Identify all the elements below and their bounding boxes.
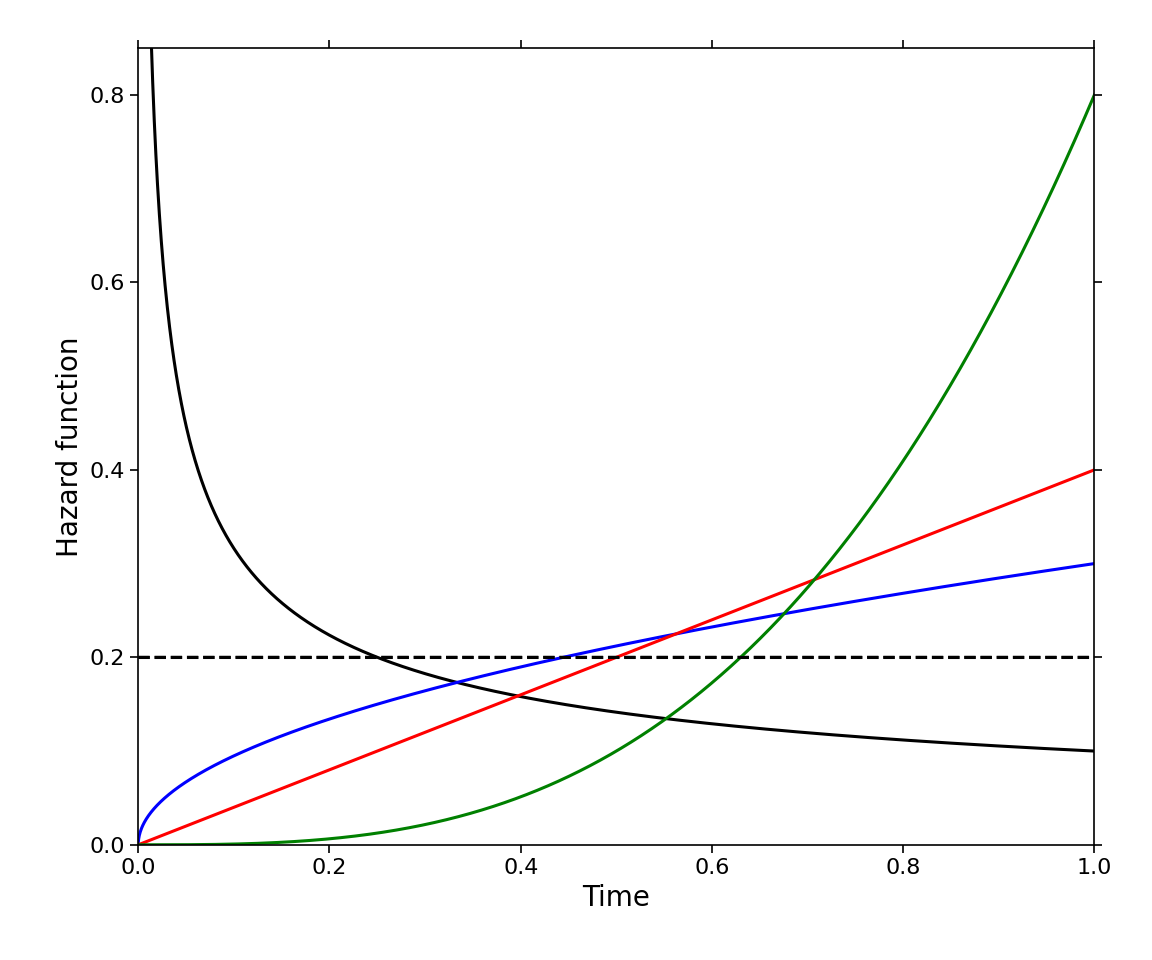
Y-axis label: Hazard function: Hazard function <box>56 336 84 557</box>
X-axis label: Time: Time <box>583 883 650 912</box>
